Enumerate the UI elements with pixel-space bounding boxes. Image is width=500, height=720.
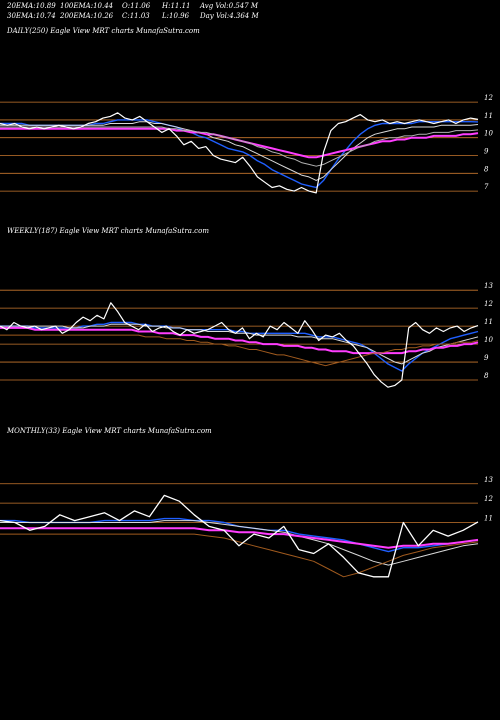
daily-y-tick-label: 11	[484, 112, 493, 120]
monthly-ema-brown-line	[0, 533, 479, 578]
weekly-chart-title: WEEKLY(187) Eagle View MRT charts Munafa…	[7, 227, 209, 235]
ema200-label: 200EMA:	[60, 12, 94, 20]
daily-y-tick-label: 9	[484, 148, 489, 156]
ema30-value: 10.74	[35, 12, 56, 20]
weekly-ema-slow-line	[0, 326, 479, 355]
high-value: 11.11	[170, 2, 191, 10]
daily-y-tick-label: 7	[484, 183, 489, 191]
avg-vol-label: Avg Vol:	[200, 2, 229, 10]
header-row-2-col3: C:11.03	[122, 12, 150, 20]
weekly-ema-brown-line	[0, 334, 479, 367]
header-row-1-col2: 100EMA:10.44	[60, 2, 113, 10]
daily-y-tick-label: 12	[484, 94, 493, 102]
close-value: 11.03	[129, 12, 150, 20]
header-row-2: 30EMA:10.74	[7, 12, 56, 20]
monthly-ema-slow-line	[0, 527, 479, 549]
daily-y-tick-label: 10	[484, 130, 493, 138]
weekly-ema-fast-line	[0, 321, 479, 372]
ema30-label: 30EMA:	[7, 12, 36, 20]
header-row-1: 20EMA:10.89	[7, 2, 56, 10]
monthly-y-tick-label: 11	[484, 515, 493, 523]
daily-y-tick-label: 8	[484, 165, 489, 173]
open-label: O:	[122, 2, 131, 10]
low-label: L:	[162, 12, 170, 20]
monthly-y-tick-label: 12	[484, 495, 493, 503]
open-value: 11.06	[130, 2, 151, 10]
weekly-y-tick-label: 11	[484, 318, 493, 326]
ema100-label: 100EMA:	[60, 2, 94, 10]
close-label: C:	[122, 12, 130, 20]
header-row-2-col5: Day Vol:4.364 M	[200, 12, 259, 20]
day-vol-label: Day Vol:	[200, 12, 230, 20]
monthly-chart-title: MONTHLY(33) Eagle View MRT charts Munafa…	[7, 427, 212, 435]
weekly-y-tick-label: 8	[484, 372, 489, 380]
day-vol-value: 4.364 M	[229, 12, 259, 20]
header-row-2-col2: 200EMA:10.26	[60, 12, 113, 20]
ema200-value: 10.26	[93, 12, 114, 20]
weekly-ema-mid-line	[0, 323, 479, 365]
weekly-y-tick-label: 10	[484, 336, 493, 344]
monthly-price-line	[0, 494, 479, 578]
header-row-1-col4: H:11.11	[162, 2, 191, 10]
daily-price-line	[0, 112, 479, 194]
ema20-label: 20EMA:	[7, 2, 36, 10]
weekly-price-line	[0, 302, 479, 388]
daily-ema-slow-line	[0, 127, 479, 159]
daily-ema-mid-line	[0, 121, 479, 181]
weekly-y-tick-label: 9	[484, 354, 489, 362]
header-row-1-col5: Avg Vol:0.547 M	[200, 2, 258, 10]
monthly-y-tick-label: 13	[484, 476, 493, 484]
daily-chart-title: DAILY(250) Eagle View MRT charts MunafaS…	[7, 27, 200, 35]
ema100-value: 10.44	[93, 2, 114, 10]
avg-vol-value: 0.547 M	[228, 2, 259, 10]
monthly-ema-mid-line	[0, 520, 479, 566]
ema20-value: 10.89	[35, 2, 56, 10]
header-row-2-col4: L:10.96	[162, 12, 189, 20]
header-row-1-col3: O:11.06	[122, 2, 150, 10]
weekly-y-tick-label: 13	[484, 282, 493, 290]
weekly-y-tick-label: 12	[484, 300, 493, 308]
low-value: 10.96	[169, 12, 190, 20]
daily-ema-fast-line	[0, 119, 479, 189]
high-label: H:	[162, 2, 171, 10]
